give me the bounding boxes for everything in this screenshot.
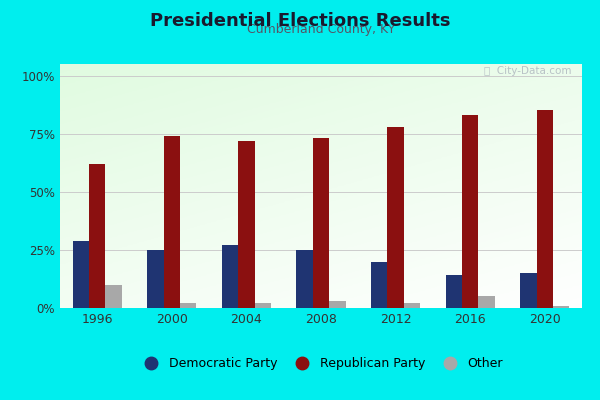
Bar — [164, 136, 180, 308]
Bar — [478, 296, 495, 308]
Bar — [254, 303, 271, 308]
Legend: Democratic Party, Republican Party, Other: Democratic Party, Republican Party, Othe… — [134, 352, 508, 375]
Text: Presidential Elections Results: Presidential Elections Results — [150, 12, 450, 30]
Bar — [147, 250, 164, 308]
Bar — [296, 250, 313, 308]
Bar — [553, 306, 569, 308]
Title: Cumberland County, KY: Cumberland County, KY — [247, 24, 395, 36]
Bar — [329, 301, 346, 308]
Bar — [106, 285, 122, 308]
Bar — [73, 241, 89, 308]
Bar — [222, 245, 238, 308]
Bar — [446, 276, 462, 308]
Bar — [536, 110, 553, 308]
Bar — [89, 164, 106, 308]
Bar — [462, 115, 478, 308]
Bar — [388, 127, 404, 308]
Text: ⓘ  City-Data.com: ⓘ City-Data.com — [484, 66, 572, 76]
Bar — [371, 262, 388, 308]
Bar — [520, 273, 536, 308]
Bar — [404, 303, 420, 308]
Bar — [180, 303, 196, 308]
Bar — [313, 138, 329, 308]
Bar — [238, 141, 254, 308]
